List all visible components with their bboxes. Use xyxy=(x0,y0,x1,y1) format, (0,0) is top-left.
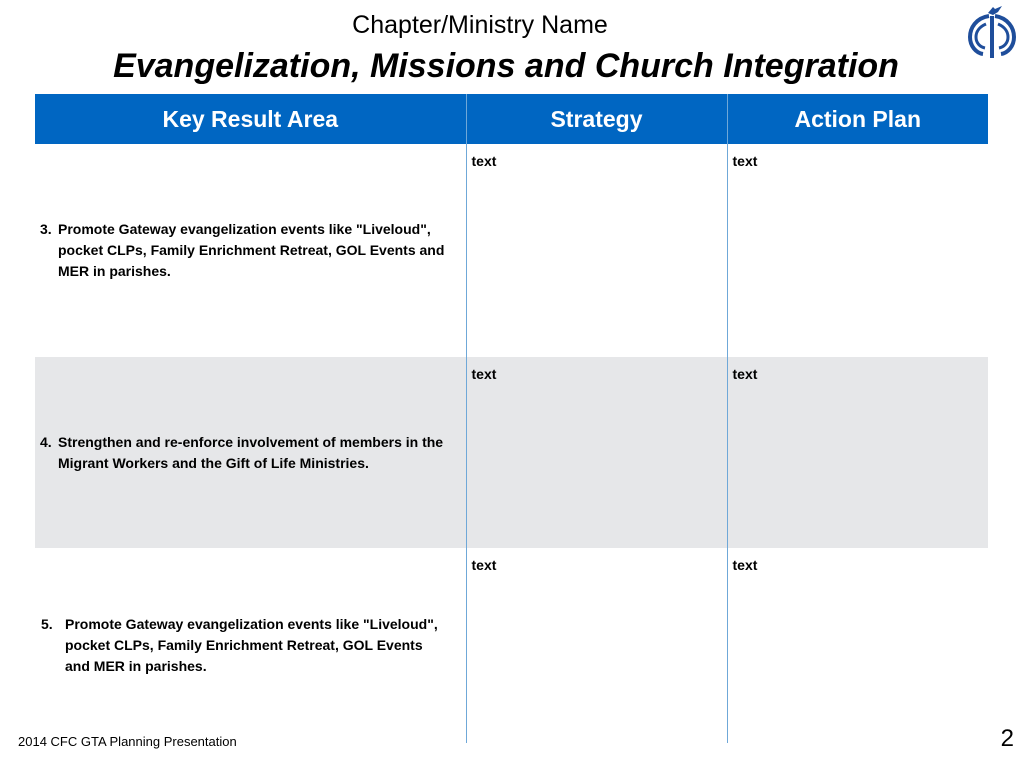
key-result-area-cell: 4. Strengthen and re-enforce involvement… xyxy=(35,357,466,548)
strategy-cell: text xyxy=(465,357,727,548)
strategy-cell: text xyxy=(465,548,727,743)
kra-number: 4. xyxy=(40,433,52,450)
column-header-action-plan: Action Plan xyxy=(726,94,988,144)
table-row: 5. Promote Gateway evangelization events… xyxy=(35,548,988,743)
kra-number: 5. xyxy=(41,616,53,632)
slide-subtitle: Chapter/Ministry Name xyxy=(352,11,608,39)
column-header-strategy: Strategy xyxy=(465,94,727,144)
slide-title: Evangelization, Missions and Church Inte… xyxy=(113,47,899,85)
strategy-cell: text xyxy=(465,144,727,357)
page-number: 2 xyxy=(1000,725,1014,752)
key-result-area-cell: 3. Promote Gateway evangelization events… xyxy=(35,144,466,357)
action-plan-cell: text xyxy=(726,144,988,357)
table-header-row: Key Result Area Strategy Action Plan xyxy=(35,94,988,144)
footer-text: 2014 CFC GTA Planning Presentation xyxy=(18,734,237,749)
key-result-area-cell: 5. Promote Gateway evangelization events… xyxy=(35,548,466,743)
table-row: 3. Promote Gateway evangelization events… xyxy=(35,144,988,357)
cfc-logo-icon xyxy=(967,6,1017,58)
table-row: 4. Strengthen and re-enforce involvement… xyxy=(35,357,988,548)
kra-number: 3. xyxy=(40,221,52,237)
key-result-area-table: Key Result Area Strategy Action Plan 3. … xyxy=(35,94,988,743)
kra-text: Promote Gateway evangelization events li… xyxy=(65,616,438,674)
kra-text: Strengthen and re-enforce involvement of… xyxy=(58,433,444,471)
column-header-key-result-area: Key Result Area xyxy=(35,94,466,144)
action-plan-cell: text xyxy=(726,357,988,548)
action-plan-cell: text xyxy=(726,548,988,743)
kra-text: Promote Gateway evangelization events li… xyxy=(58,221,445,279)
